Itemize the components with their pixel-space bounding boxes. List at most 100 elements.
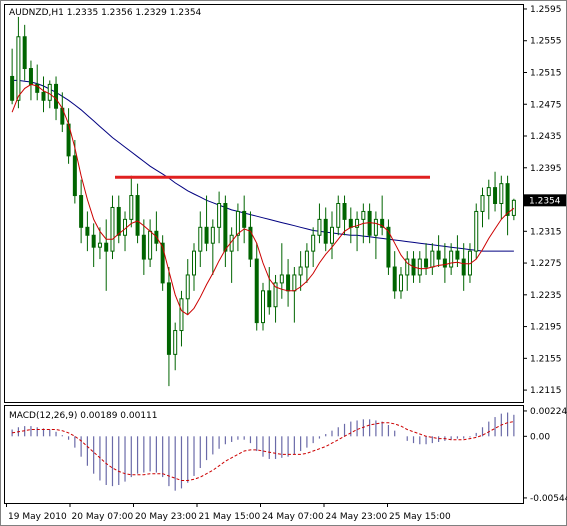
candle-body-down <box>442 258 447 268</box>
candle-body-up <box>273 282 278 308</box>
macd-chart-title: MACD(12,26,9) 0.00189 0.00111 <box>9 411 158 421</box>
candle <box>398 267 403 299</box>
candle-body-down <box>116 206 121 236</box>
candle-body-down <box>367 210 372 236</box>
price-plot-area <box>4 4 524 403</box>
candle <box>179 290 184 347</box>
candle <box>254 243 259 331</box>
time-tick-label: 25 May 15:00 <box>389 512 451 522</box>
candle-body-up <box>511 199 516 216</box>
price-tick-label: 1.2195 <box>530 323 562 333</box>
candle-body-up <box>398 274 403 292</box>
candle <box>97 227 102 260</box>
macd-plot-area <box>4 405 524 504</box>
candle <box>505 175 510 236</box>
candle <box>41 76 46 113</box>
price-tick-label: 1.2515 <box>530 68 562 78</box>
candle-body-up <box>449 250 454 268</box>
candle <box>242 195 247 244</box>
candle-body-down <box>424 258 429 268</box>
candle-body-up <box>261 290 265 324</box>
candle-body-down <box>455 250 460 260</box>
candle-body-down <box>72 155 77 197</box>
time-tick-label: 24 May 07:00 <box>262 512 324 522</box>
macd-signal-line <box>12 421 514 481</box>
candle-body-up <box>198 226 203 252</box>
candle-body-down <box>160 242 165 284</box>
candle-body-up <box>97 242 102 248</box>
candle <box>373 211 378 260</box>
candle-body-up <box>499 183 504 204</box>
candle-body-down <box>85 226 90 236</box>
candle-body-up <box>217 203 222 228</box>
candle <box>511 198 516 221</box>
candle-body-up <box>298 266 303 276</box>
candle-body-down <box>392 266 397 292</box>
candle-body-down <box>267 290 272 308</box>
price-tick-label: 1.2275 <box>530 259 562 269</box>
time-tick-label: 20 May 23:00 <box>135 512 197 522</box>
candle-body-up <box>235 210 240 236</box>
candle-body-up <box>373 218 378 236</box>
price-layer <box>10 16 516 387</box>
time-tick-label: 24 May 23:00 <box>326 512 388 522</box>
candle-body-down <box>141 234 146 260</box>
candle-body-down <box>380 218 385 228</box>
candle <box>185 259 190 315</box>
candle-body-up <box>292 274 297 292</box>
candle-body-down <box>286 274 291 292</box>
candle-body-up <box>179 298 184 332</box>
candle <box>317 203 322 244</box>
price-tick-label: 1.2315 <box>530 227 562 237</box>
candle-body-up <box>486 187 491 197</box>
candle <box>480 187 485 228</box>
candle-body-down <box>348 218 353 228</box>
candle-body-down <box>204 226 209 244</box>
candle-body-up <box>279 274 284 284</box>
candle <box>405 251 410 291</box>
candle-body-up <box>417 258 422 276</box>
macd-tick-label: -0.00544 <box>530 494 567 504</box>
candle <box>173 322 178 371</box>
candle <box>455 235 460 268</box>
candle <box>204 195 209 252</box>
candle <box>380 195 385 236</box>
candle <box>129 175 134 228</box>
fast-moving-average-line <box>11 83 515 316</box>
candle-body-up <box>405 258 410 276</box>
candle-body-down <box>91 234 96 248</box>
slow-moving-average-line <box>12 79 514 252</box>
candle <box>141 219 146 275</box>
candle-body-down <box>104 242 109 252</box>
time-tick-label: 21 May 15:00 <box>199 512 261 522</box>
price-tick-label: 1.2155 <box>530 354 562 364</box>
candle <box>72 139 77 204</box>
axes-layer: 1.2595 1.2555 1.2515 1.2475 1.2435 1.2395 1.23… <box>6 5 567 522</box>
candle-body-down <box>248 226 253 260</box>
candle <box>486 179 491 220</box>
candle <box>85 211 90 252</box>
macd-tick-label: 0.00224 <box>530 407 567 417</box>
candle <box>424 243 429 275</box>
candle <box>261 282 265 331</box>
candle-body-down <box>35 83 40 93</box>
candle <box>267 267 272 315</box>
candle <box>198 211 203 268</box>
price-tick-label: 1.2475 <box>530 100 562 110</box>
candle <box>22 24 27 81</box>
price-tick-label: 1.2435 <box>530 132 562 142</box>
candle <box>449 243 454 275</box>
last-price-label: 1.2354 <box>529 196 561 206</box>
time-tick-label: 20 May 07:00 <box>72 512 134 522</box>
candle <box>336 195 341 236</box>
candle <box>392 251 397 299</box>
candle-body-up <box>430 250 435 268</box>
candle-body-up <box>110 206 115 252</box>
candle <box>367 203 372 244</box>
candle <box>235 203 240 252</box>
candle <box>192 243 197 291</box>
last-price-marker <box>524 194 566 207</box>
candle <box>499 175 504 220</box>
